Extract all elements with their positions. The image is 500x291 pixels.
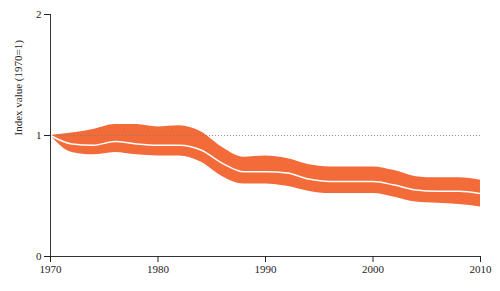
svg-text:1: 1 — [36, 129, 42, 141]
svg-text:1970: 1970 — [40, 263, 63, 275]
svg-text:2010: 2010 — [470, 263, 493, 275]
svg-text:Index value (1970=1): Index value (1970=1) — [12, 40, 25, 136]
svg-text:1980: 1980 — [147, 263, 170, 275]
svg-text:1990: 1990 — [255, 263, 278, 275]
svg-text:2000: 2000 — [362, 263, 385, 275]
svg-text:2: 2 — [36, 8, 42, 20]
svg-text:0: 0 — [36, 250, 42, 262]
